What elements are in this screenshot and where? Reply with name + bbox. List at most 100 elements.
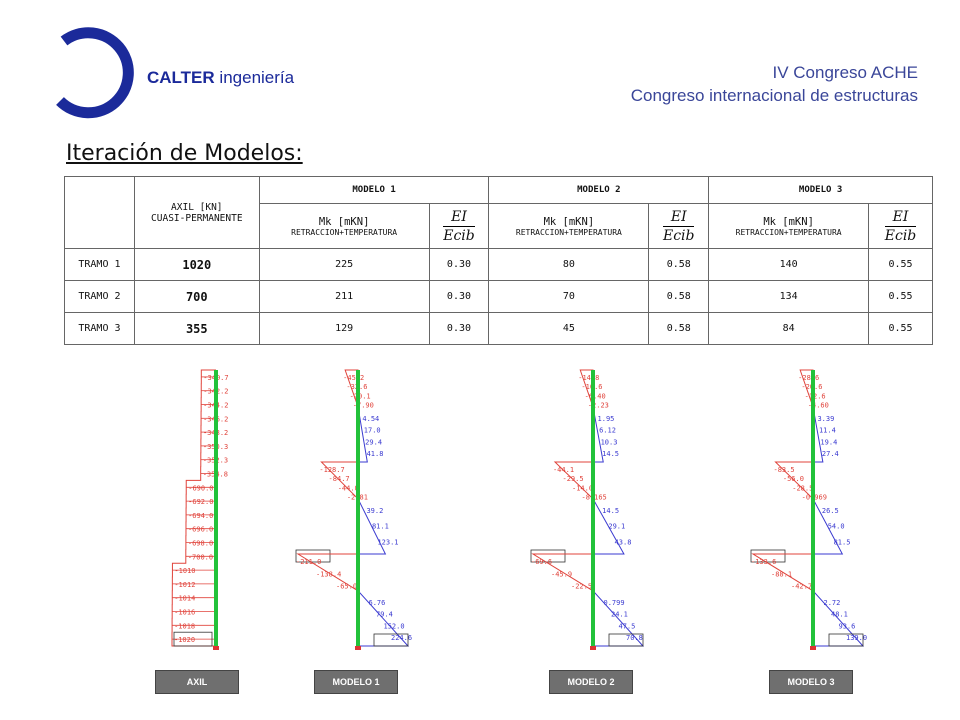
positive-label: 17.0: [364, 427, 381, 435]
positive-label: 14.5: [602, 507, 619, 515]
negative-label: -65.0: [336, 583, 357, 591]
m1-ratio: 0.30: [428, 312, 490, 345]
company-name: CALTER ingeniería: [147, 68, 294, 88]
m3-mk: 84: [708, 312, 870, 345]
positive-label: 24.1: [611, 611, 628, 619]
row-name: TRAMO 3: [64, 312, 135, 345]
axil-diagram: -340.7-342.2-344.2-346.2-348.2-350.3-352…: [171, 369, 229, 650]
m2-mk: 80: [488, 248, 650, 281]
m3-ratio: 0.55: [868, 248, 933, 281]
m1-ratio: 0.30: [428, 248, 490, 281]
axil-label: -1012: [174, 581, 195, 589]
axil-label: -696.0: [188, 526, 213, 534]
modelo1-button[interactable]: MODELO 1: [314, 670, 398, 694]
model-header-1: MODELO 1: [258, 176, 490, 204]
positive-label: 2.72: [824, 599, 841, 607]
models-table: AXIL [KN] CUASI-PERMANENTE MODELO 1 MODE…: [64, 176, 933, 345]
axil-profile: [171, 369, 216, 647]
ratio-header-1: EI Ecib: [428, 203, 490, 249]
column-bar: [811, 370, 815, 646]
mk-sub: RETRACCION+TEMPERATURA: [735, 227, 842, 237]
support-mark: [590, 646, 596, 650]
model-header-3: MODELO 3: [708, 176, 933, 204]
max-negative-box: [295, 549, 331, 563]
max-value-box: [173, 631, 213, 647]
modelo1-diagram: -45.2-32.6-20.1-7.904.5417.029.441.8-128…: [295, 369, 412, 650]
negative-label: -88.1: [771, 570, 792, 578]
positive-label: 3.39: [817, 415, 834, 423]
ratio-num: EI: [443, 210, 475, 227]
max-negative-box: [750, 549, 786, 563]
negative-label: -45.2: [343, 374, 364, 382]
axil-label: -1014: [174, 595, 195, 603]
negative-label: -20.1: [350, 392, 371, 400]
negative-label: -84.7: [329, 475, 350, 483]
negative-label: -44.0: [338, 484, 359, 492]
max-negative-box: [530, 549, 566, 563]
mk-label: Mk [mKN]: [763, 215, 814, 228]
ratio-header-3: EI Ecib: [868, 203, 933, 249]
negative-label: -69.6: [531, 558, 552, 566]
positive-label: 152.0: [384, 622, 405, 630]
m2-ratio: 0.58: [648, 248, 710, 281]
page-title: Iteración de Modelos:: [66, 141, 303, 166]
negative-label: -138.4: [316, 570, 341, 578]
modelo2-button[interactable]: MODELO 2: [549, 670, 633, 694]
mk-header-3: Mk [mKN] RETRACCION+TEMPERATURA: [708, 203, 870, 249]
negative-label: -7.90: [353, 402, 374, 410]
support-mark: [810, 646, 816, 650]
negative-label: -4.60: [808, 402, 829, 410]
column-bar: [356, 370, 360, 646]
max-positive-box: [828, 633, 864, 647]
positive-label: 10.3: [601, 438, 618, 446]
axil-button[interactable]: AXIL: [155, 670, 239, 694]
positive-label: 70.8: [626, 634, 643, 642]
positive-label: 43.8: [615, 538, 632, 546]
column-bar: [591, 370, 595, 646]
m1-mk: 225: [258, 248, 430, 281]
positive-label: 1.95: [598, 415, 615, 423]
positive-label: 54.0: [828, 523, 845, 531]
positive-label: 6.76: [369, 599, 386, 607]
axil-header: AXIL [KN] CUASI-PERMANENTE: [133, 176, 260, 249]
axil-label: -692.0: [188, 498, 213, 506]
positive-label: 29.1: [608, 523, 625, 531]
modelo2-diagram: -14.8-10.6-6.40-2.231.956.1210.314.5-44.…: [530, 369, 645, 650]
positive-label: 81.5: [834, 538, 851, 546]
positive-label: 14.5: [602, 450, 619, 458]
axil-label: -1020: [174, 636, 195, 644]
m3-mk: 134: [708, 280, 870, 313]
conference-title: IV Congreso ACHE: [772, 63, 918, 82]
negative-label: -29.5: [562, 475, 583, 483]
m2-mk: 70: [488, 280, 650, 313]
ratio-den: Ecib: [662, 227, 695, 244]
mk-sub: RETRACCION+TEMPERATURA: [291, 227, 398, 237]
positive-label: 41.8: [367, 450, 384, 458]
axil-label: -700.0: [188, 553, 213, 561]
axil-label: -1018: [174, 622, 195, 630]
support-mark: [355, 646, 361, 650]
conference-subtitle: Congreso internacional de estructuras: [630, 86, 918, 105]
axil-label: -694.0: [188, 512, 213, 520]
negative-label: -128.7: [319, 466, 344, 474]
negative-label: -28.5: [792, 484, 813, 492]
support-mark: [213, 646, 219, 650]
negative-label: -44.1: [553, 466, 574, 474]
modelo3-button[interactable]: MODELO 3: [769, 670, 853, 694]
m2-ratio: 0.58: [648, 312, 710, 345]
negative-label: -14.8: [578, 374, 599, 382]
model-header-2: MODELO 2: [488, 176, 710, 204]
negative-label: -2.23: [588, 402, 609, 410]
positive-label: 123.1: [377, 538, 398, 546]
m3-mk: 140: [708, 248, 870, 281]
row-name: TRAMO 2: [64, 280, 135, 313]
negative-label: -133.6: [751, 558, 776, 566]
negative-label: -22.5: [571, 583, 592, 591]
negative-label: -6.40: [585, 392, 606, 400]
max-positive-box: [608, 633, 644, 647]
max-positive-box: [373, 633, 409, 647]
negative-label: -56.0: [783, 475, 804, 483]
positive-label: 48.1: [831, 611, 848, 619]
mk-header-1: Mk [mKN] RETRACCION+TEMPERATURA: [258, 203, 430, 249]
m1-mk: 211: [258, 280, 430, 313]
